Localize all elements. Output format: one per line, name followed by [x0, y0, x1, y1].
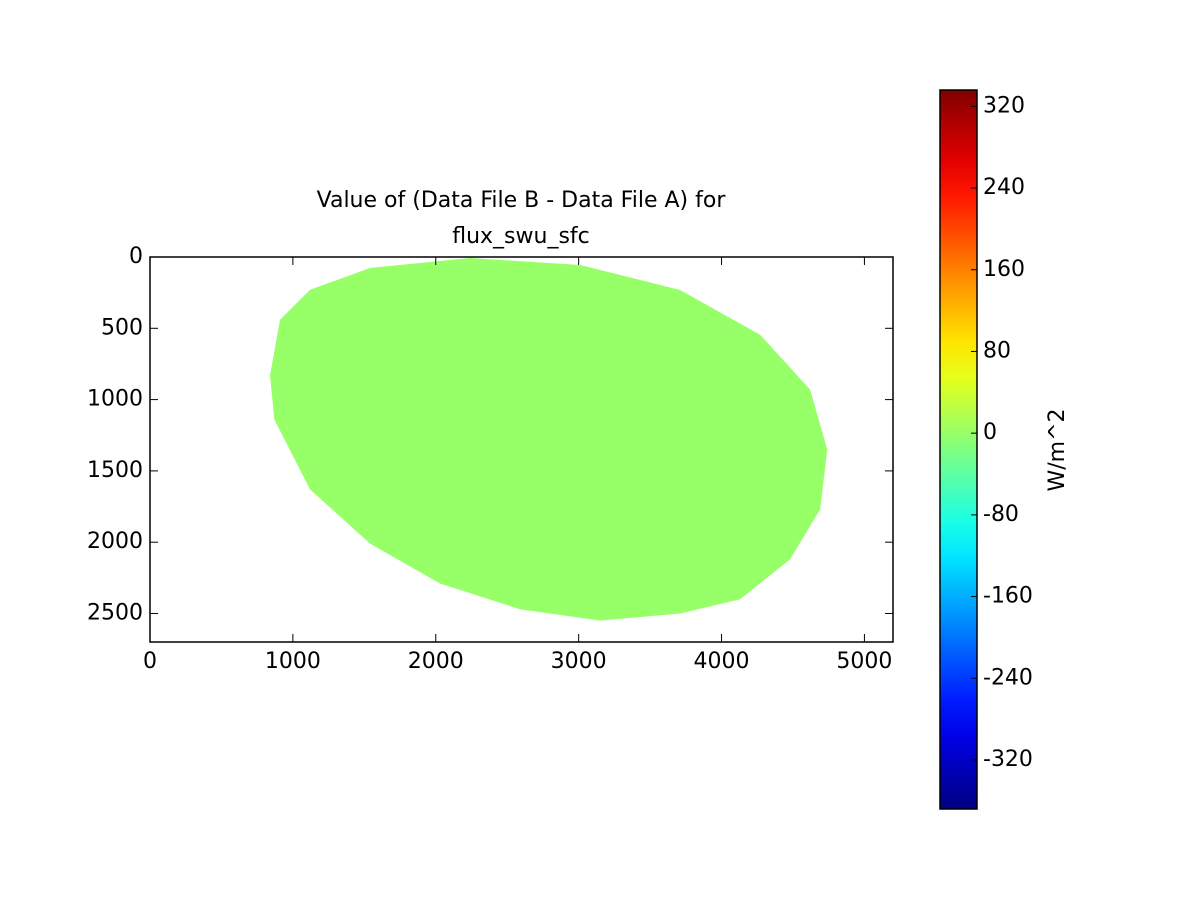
colorbar-label: W/m^2	[1045, 408, 1070, 491]
x-tick-label: 1000	[265, 649, 321, 674]
x-tick-label: 5000	[836, 649, 892, 674]
x-tick-label: 4000	[694, 649, 750, 674]
colorbar-tick-label: -320	[983, 747, 1033, 772]
y-tick-label: 500	[101, 315, 143, 340]
colorbar-tick-label: 240	[983, 175, 1025, 200]
y-tick-label: 2500	[87, 600, 143, 625]
y-tick-label: 1000	[87, 387, 143, 412]
colorbar	[939, 89, 978, 810]
colorbar-tick-label: 320	[983, 93, 1025, 118]
colorbar-tick-label: -240	[983, 665, 1033, 690]
colorbar-tick-label: -80	[983, 502, 1019, 527]
colorbar-tick-label: -160	[983, 584, 1033, 609]
colorbar-tick-label: 80	[983, 338, 1011, 363]
x-tick-label: 3000	[551, 649, 607, 674]
x-tick-label: 0	[143, 649, 157, 674]
y-tick-label: 0	[129, 244, 143, 269]
chart-title: flux_swu_sfc	[452, 224, 590, 249]
x-tick-label: 2000	[408, 649, 464, 674]
colorbar-tick-label: 160	[983, 257, 1025, 282]
chart-title: Value of (Data File B - Data File A) for	[317, 188, 727, 213]
colorbar-tick-label: 0	[983, 420, 997, 445]
y-tick-label: 2000	[87, 529, 143, 554]
y-tick-label: 1500	[87, 458, 143, 483]
plot-frame	[149, 256, 894, 643]
data-region	[270, 257, 828, 621]
